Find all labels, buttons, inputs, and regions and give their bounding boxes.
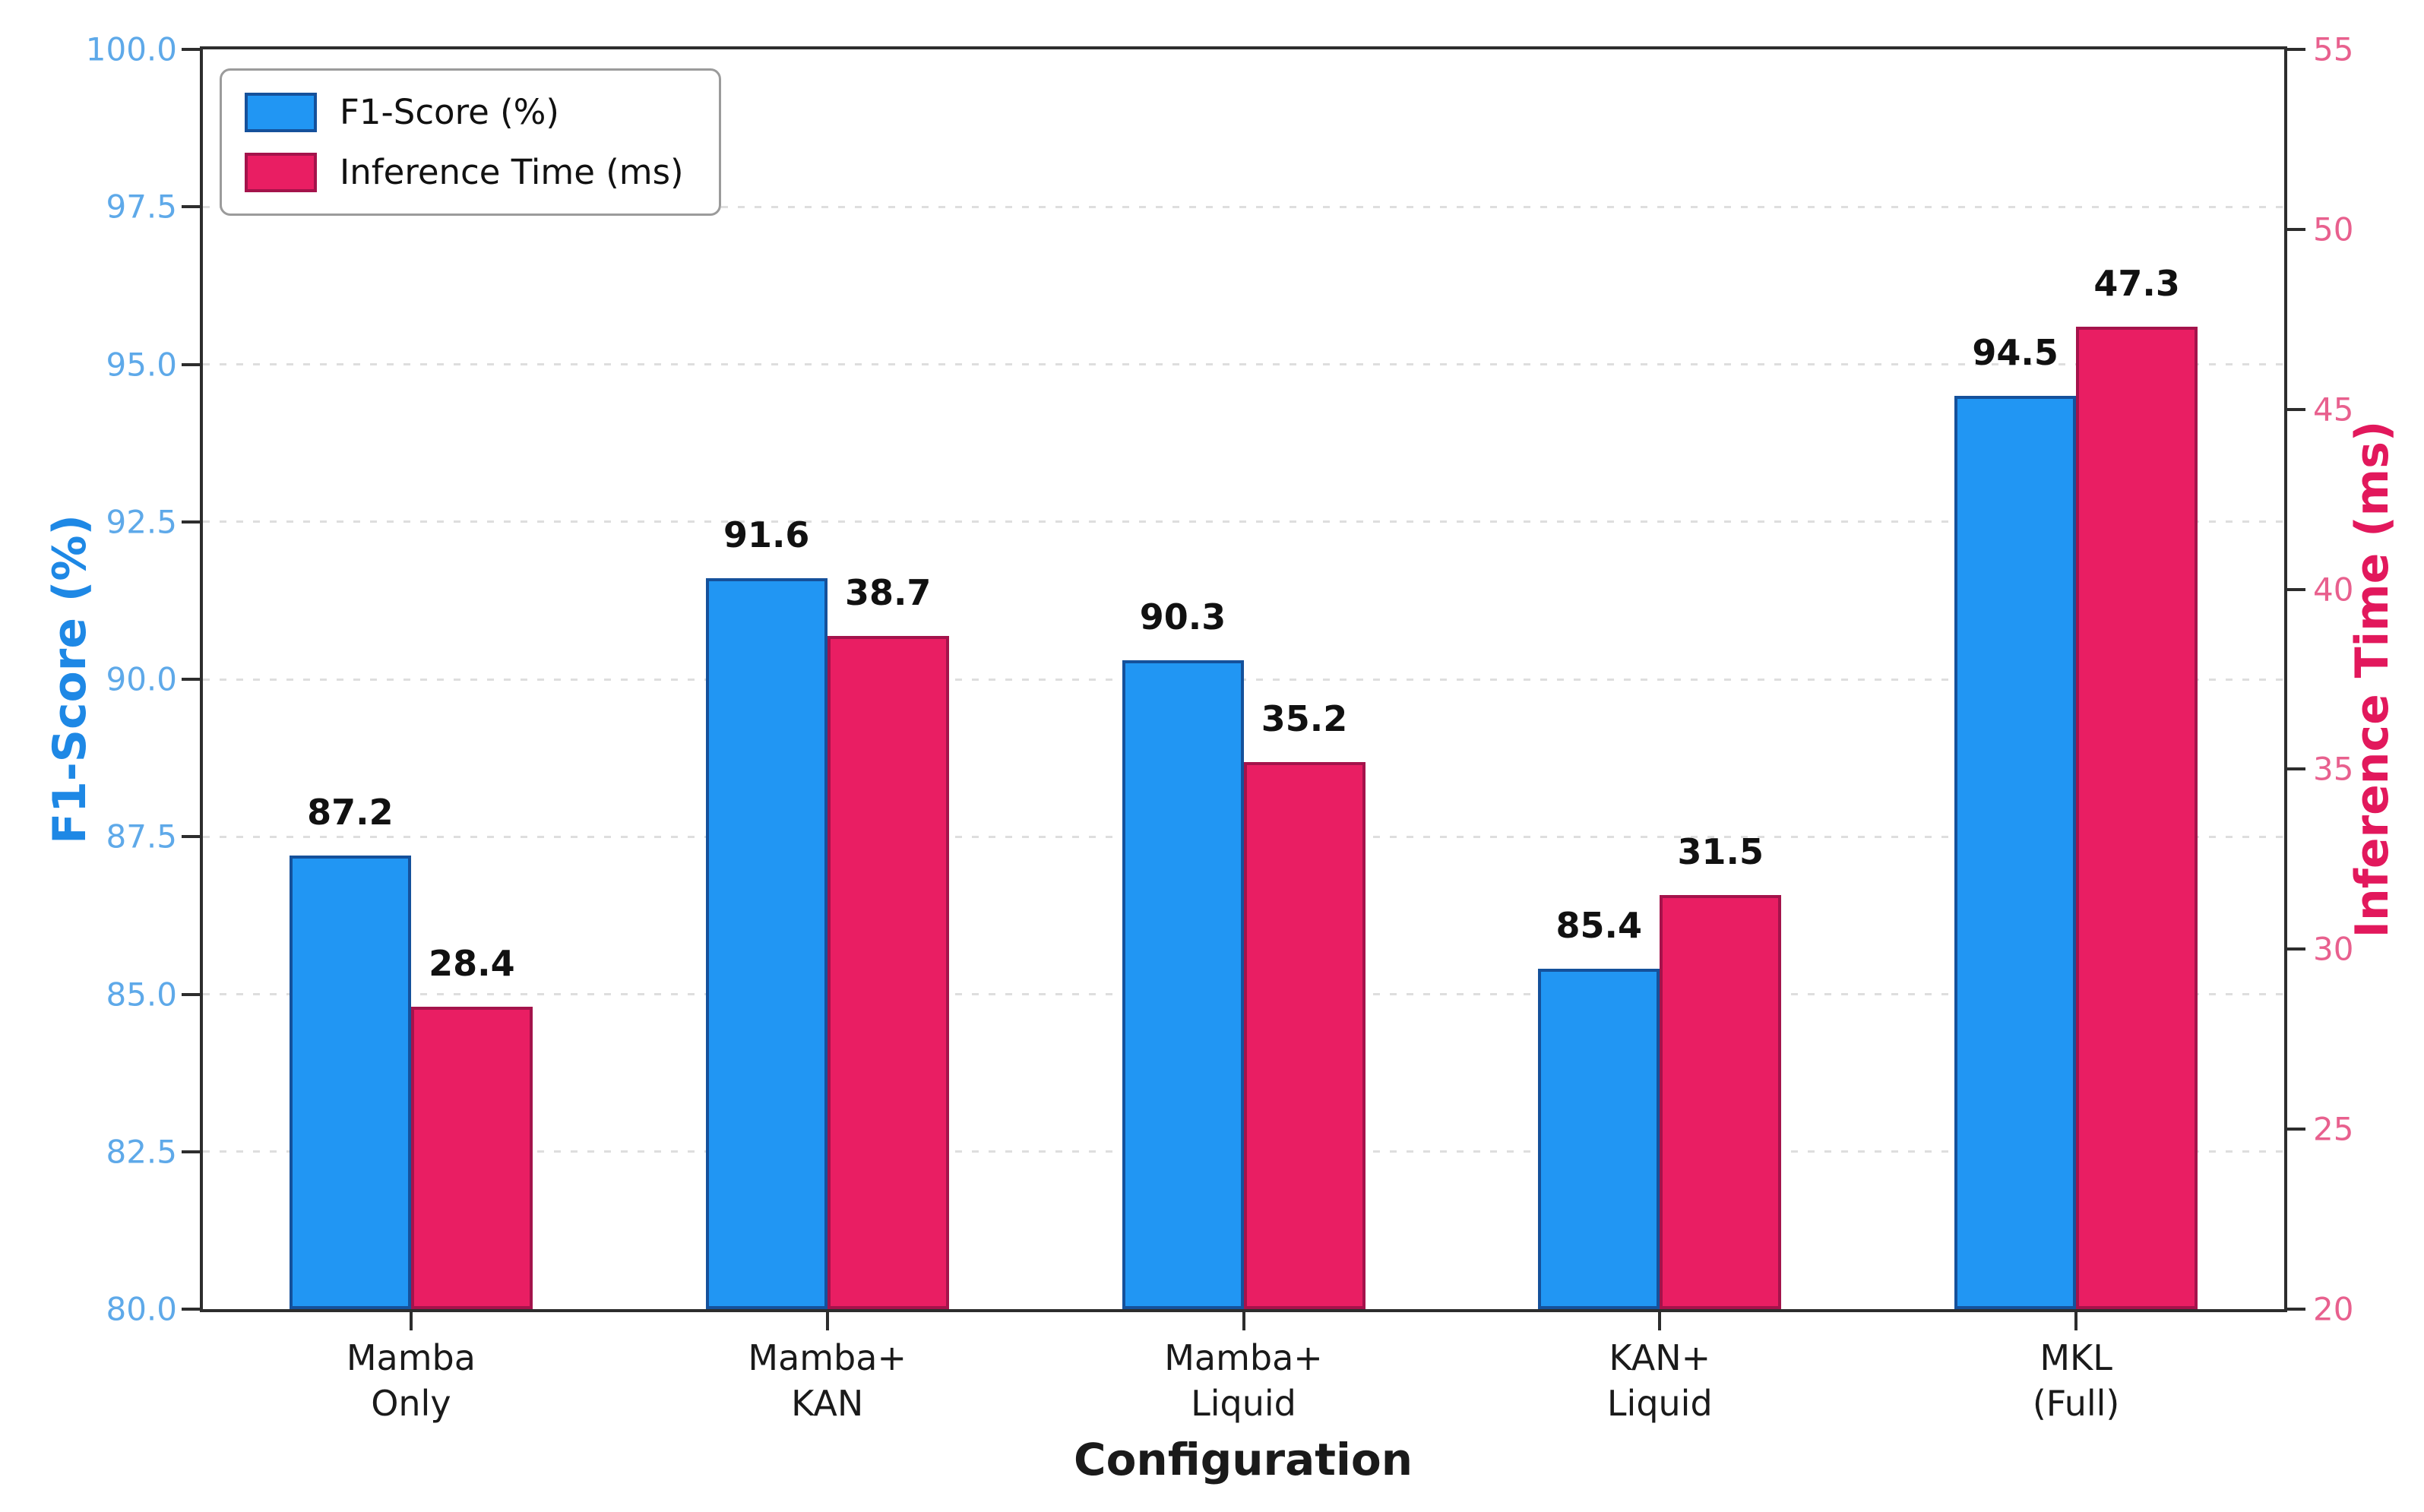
left-axis-title: F1-Score (%) xyxy=(43,514,97,844)
right-axis-title: Inference Time (ms) xyxy=(2346,420,2399,938)
right-tick-mark xyxy=(2287,767,2305,771)
bar-inference-time xyxy=(2076,326,2198,1309)
x-tick-label-line: (Full) xyxy=(2032,1383,2120,1424)
left-tick-label: 87.5 xyxy=(106,818,177,856)
x-tick-label: Mamba Only xyxy=(347,1335,476,1426)
x-tick-mark xyxy=(825,1312,829,1330)
bar-f1-score xyxy=(1954,395,2077,1309)
x-tick-mark xyxy=(1242,1312,1245,1330)
right-tick-label: 50 xyxy=(2313,210,2354,248)
left-tick-mark xyxy=(182,1308,200,1311)
left-tick-label: 100.0 xyxy=(85,30,177,68)
bar-f1-score xyxy=(289,856,411,1309)
x-tick-label-line: Mamba+ xyxy=(748,1337,907,1378)
right-tick-mark xyxy=(2287,407,2305,411)
right-tick-label: 20 xyxy=(2313,1290,2354,1328)
left-tick-label: 95.0 xyxy=(106,346,177,383)
bar-value-label: 85.4 xyxy=(1555,905,1643,947)
right-tick-mark xyxy=(2287,48,2305,51)
legend: F1-Score (%) Inference Time (ms) xyxy=(220,68,721,216)
x-tick-label-line: MKL xyxy=(2040,1337,2112,1378)
bar-value-label: 38.7 xyxy=(844,572,932,614)
left-tick-label: 97.5 xyxy=(106,188,177,226)
right-tick-mark xyxy=(2287,1128,2305,1131)
x-tick-mark xyxy=(2074,1312,2078,1330)
right-tick-mark xyxy=(2287,227,2305,231)
x-tick-label-line: Liquid xyxy=(1606,1383,1713,1424)
left-tick-mark xyxy=(182,1150,200,1153)
bar-value-label: 94.5 xyxy=(1972,331,2059,373)
x-tick-label-line: KAN xyxy=(791,1383,864,1424)
bar-inference-time xyxy=(410,1007,533,1309)
bar-inference-time xyxy=(827,636,949,1309)
bar-value-label: 31.5 xyxy=(1677,831,1764,873)
right-tick-mark xyxy=(2287,587,2305,591)
grid-line xyxy=(203,363,2284,365)
grid-line xyxy=(203,205,2284,208)
grid-line xyxy=(203,520,2284,524)
x-axis-title: Configuration xyxy=(1074,1434,1413,1485)
x-tick-label: Mamba+ Liquid xyxy=(1164,1335,1323,1426)
right-tick-mark xyxy=(2287,1308,2305,1311)
x-tick-label-line: KAN+ xyxy=(1609,1337,1711,1378)
legend-swatch-f1-score xyxy=(245,92,317,132)
x-tick-label: MKL (Full) xyxy=(2033,1335,2120,1426)
bar-value-label: 35.2 xyxy=(1261,697,1348,739)
left-tick-label: 82.5 xyxy=(106,1133,177,1171)
bar-inference-time xyxy=(1660,895,1782,1309)
left-tick-mark xyxy=(182,48,200,51)
left-tick-mark xyxy=(182,362,200,366)
legend-item-f1-score: F1-Score (%) xyxy=(245,92,684,132)
x-tick-label-line: Only xyxy=(371,1383,451,1424)
bar-f1-score xyxy=(1122,660,1244,1309)
plot-area: 87.2 28.4 91.6 38.7 90.3 35.2 85.4 31.5 94.5 47.3… xyxy=(200,46,2287,1312)
legend-label-f1-score: F1-Score (%) xyxy=(340,92,559,132)
right-tick-label: 35 xyxy=(2313,750,2354,788)
bar-f1-score xyxy=(1538,969,1660,1309)
bar-inference-time xyxy=(1243,761,1365,1309)
left-tick-label: 92.5 xyxy=(106,503,177,541)
left-tick-label: 85.0 xyxy=(106,976,177,1013)
left-tick-label: 90.0 xyxy=(106,660,177,698)
left-tick-mark xyxy=(182,835,200,839)
x-tick-mark xyxy=(409,1312,413,1330)
right-tick-label: 40 xyxy=(2313,571,2354,609)
x-tick-mark xyxy=(1658,1312,1662,1330)
bar-value-label: 87.2 xyxy=(307,792,394,833)
x-tick-label-line: Mamba+ xyxy=(1164,1337,1323,1378)
bar-value-label: 47.3 xyxy=(2093,262,2180,304)
right-tick-label: 25 xyxy=(2313,1110,2354,1148)
left-tick-mark xyxy=(182,520,200,524)
x-tick-label-line: Mamba xyxy=(346,1337,476,1378)
bar-value-label: 28.4 xyxy=(429,943,515,985)
x-tick-label: Mamba+ KAN xyxy=(748,1335,907,1426)
bar-value-label: 90.3 xyxy=(1139,596,1226,638)
x-tick-label: KAN+ Liquid xyxy=(1607,1335,1713,1426)
right-tick-label: 45 xyxy=(2313,391,2354,429)
bar-value-label: 91.6 xyxy=(723,514,810,556)
left-tick-label: 80.0 xyxy=(106,1290,177,1328)
right-tick-label: 30 xyxy=(2313,930,2354,968)
left-tick-mark xyxy=(182,205,200,209)
legend-label-inference-time: Inference Time (ms) xyxy=(340,152,684,192)
left-tick-mark xyxy=(182,678,200,681)
legend-swatch-inference-time xyxy=(245,152,317,192)
legend-item-inference-time: Inference Time (ms) xyxy=(245,152,684,192)
left-tick-mark xyxy=(182,992,200,996)
grid-line xyxy=(203,678,2284,681)
right-tick-label: 55 xyxy=(2313,30,2354,68)
x-tick-label-line: Liquid xyxy=(1191,1383,1296,1424)
right-tick-mark xyxy=(2287,947,2305,951)
bar-f1-score xyxy=(705,578,828,1309)
